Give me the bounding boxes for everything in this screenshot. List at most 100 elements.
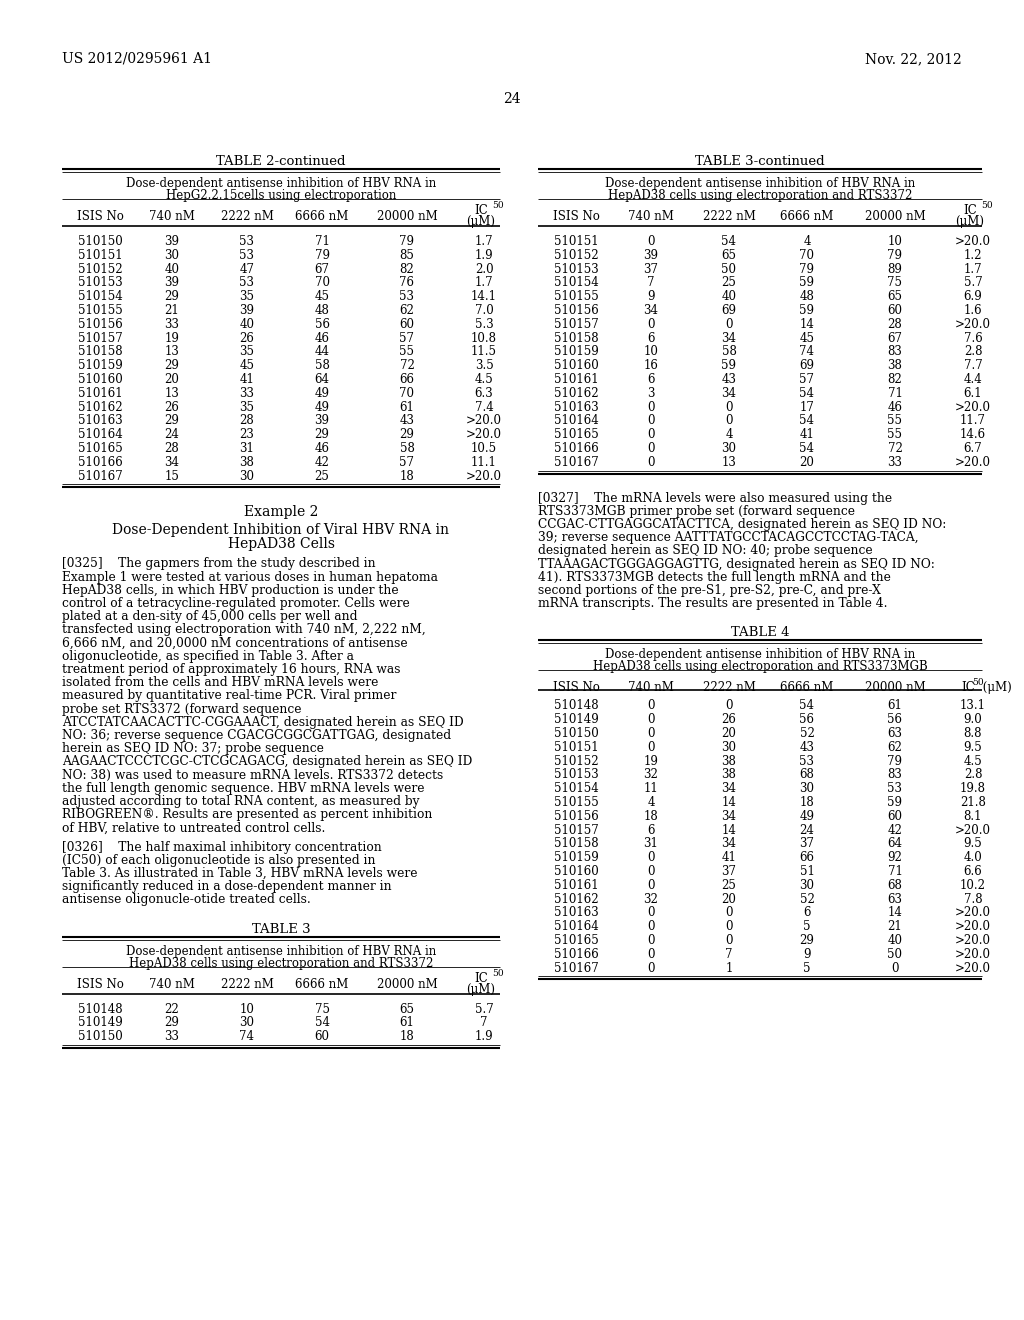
Text: 6.7: 6.7: [964, 442, 982, 455]
Text: 0: 0: [725, 907, 733, 920]
Text: 62: 62: [399, 304, 415, 317]
Text: 72: 72: [888, 442, 902, 455]
Text: HepAD38 cells, in which HBV production is under the: HepAD38 cells, in which HBV production i…: [62, 583, 398, 597]
Text: 54: 54: [314, 1016, 330, 1030]
Text: 72: 72: [399, 359, 415, 372]
Text: 0: 0: [647, 428, 654, 441]
Text: 35: 35: [240, 400, 255, 413]
Text: oligonucleotide, as specified in Table 3. After a: oligonucleotide, as specified in Table 3…: [62, 649, 354, 663]
Text: >20.0: >20.0: [955, 948, 991, 961]
Text: 30: 30: [722, 442, 736, 455]
Text: 40: 40: [240, 318, 255, 331]
Text: treatment period of approximately 16 hours, RNA was: treatment period of approximately 16 hou…: [62, 663, 400, 676]
Text: 57: 57: [399, 331, 415, 345]
Text: 0: 0: [647, 907, 654, 920]
Text: 510154: 510154: [554, 783, 598, 795]
Text: ATCCTATCAACACTTC-CGGAAACT, designated herein as SEQ ID: ATCCTATCAACACTTC-CGGAAACT, designated he…: [62, 715, 464, 729]
Text: 4: 4: [647, 796, 654, 809]
Text: 49: 49: [314, 400, 330, 413]
Text: 20000 nM: 20000 nM: [377, 210, 437, 223]
Text: 14.1: 14.1: [471, 290, 497, 304]
Text: 3: 3: [647, 387, 654, 400]
Text: 4.0: 4.0: [964, 851, 982, 865]
Text: 60: 60: [888, 304, 902, 317]
Text: 48: 48: [800, 290, 814, 304]
Text: >20.0: >20.0: [466, 470, 502, 483]
Text: 1.2: 1.2: [964, 248, 982, 261]
Text: 60: 60: [314, 1030, 330, 1043]
Text: 56: 56: [800, 713, 814, 726]
Text: 52: 52: [800, 892, 814, 906]
Text: 7.4: 7.4: [475, 400, 494, 413]
Text: 65: 65: [399, 1003, 415, 1015]
Text: 54: 54: [800, 700, 814, 713]
Text: 10: 10: [888, 235, 902, 248]
Text: 29: 29: [165, 414, 179, 428]
Text: 53: 53: [888, 783, 902, 795]
Text: 510157: 510157: [554, 824, 598, 837]
Text: HepAD38 cells using electroporation and RTS3373MGB: HepAD38 cells using electroporation and …: [593, 660, 928, 673]
Text: 59: 59: [888, 796, 902, 809]
Text: 510149: 510149: [78, 1016, 123, 1030]
Text: 510163: 510163: [554, 907, 598, 920]
Text: 50: 50: [888, 948, 902, 961]
Text: 0: 0: [647, 700, 654, 713]
Text: 9.0: 9.0: [964, 713, 982, 726]
Text: transfected using electroporation with 740 nM, 2,222 nM,: transfected using electroporation with 7…: [62, 623, 426, 636]
Text: 510160: 510160: [554, 359, 598, 372]
Text: 0: 0: [647, 935, 654, 946]
Text: of HBV, relative to untreated control cells.: of HBV, relative to untreated control ce…: [62, 821, 326, 834]
Text: 18: 18: [800, 796, 814, 809]
Text: 5: 5: [803, 920, 811, 933]
Text: 55: 55: [888, 414, 902, 428]
Text: HepAD38 cells using electroporation and RTS3372: HepAD38 cells using electroporation and …: [129, 957, 433, 970]
Text: 510156: 510156: [78, 318, 123, 331]
Text: 39: 39: [314, 414, 330, 428]
Text: NO: 38) was used to measure mRNA levels. RTS3372 detects: NO: 38) was used to measure mRNA levels.…: [62, 768, 443, 781]
Text: Nov. 22, 2012: Nov. 22, 2012: [865, 51, 962, 66]
Text: 70: 70: [314, 276, 330, 289]
Text: 45: 45: [240, 359, 255, 372]
Text: 30: 30: [240, 470, 255, 483]
Text: 63: 63: [888, 892, 902, 906]
Text: NO: 36; reverse sequence CGACGCGGCGATTGAG, designated: NO: 36; reverse sequence CGACGCGGCGATTGA…: [62, 729, 452, 742]
Text: 34: 34: [722, 387, 736, 400]
Text: 0: 0: [647, 851, 654, 865]
Text: 510165: 510165: [554, 428, 598, 441]
Text: 6.1: 6.1: [964, 387, 982, 400]
Text: 10.5: 10.5: [471, 442, 497, 455]
Text: 83: 83: [888, 768, 902, 781]
Text: 69: 69: [722, 304, 736, 317]
Text: 510157: 510157: [554, 318, 598, 331]
Text: 79: 79: [888, 755, 902, 768]
Text: 0: 0: [725, 318, 733, 331]
Text: 32: 32: [643, 768, 658, 781]
Text: 20: 20: [800, 455, 814, 469]
Text: herein as SEQ ID NO: 37; probe sequence: herein as SEQ ID NO: 37; probe sequence: [62, 742, 324, 755]
Text: 9.5: 9.5: [964, 837, 982, 850]
Text: IC: IC: [474, 205, 487, 216]
Text: Dose-dependent antisense inhibition of HBV RNA in: Dose-dependent antisense inhibition of H…: [126, 177, 436, 190]
Text: AAGAACTCCCTCGC-CTCGCAGACG, designated herein as SEQ ID: AAGAACTCCCTCGC-CTCGCAGACG, designated he…: [62, 755, 472, 768]
Text: 510150: 510150: [78, 1030, 123, 1043]
Text: 510151: 510151: [554, 741, 598, 754]
Text: 510167: 510167: [554, 455, 598, 469]
Text: 4: 4: [803, 235, 811, 248]
Text: 42: 42: [888, 824, 902, 837]
Text: 57: 57: [399, 455, 415, 469]
Text: 61: 61: [399, 400, 415, 413]
Text: 4.4: 4.4: [964, 374, 982, 385]
Text: 39: 39: [643, 248, 658, 261]
Text: 34: 34: [643, 304, 658, 317]
Text: 75: 75: [888, 276, 902, 289]
Text: 18: 18: [644, 809, 658, 822]
Text: 0: 0: [647, 865, 654, 878]
Text: 18: 18: [399, 470, 415, 483]
Text: 0: 0: [725, 400, 733, 413]
Text: TABLE 3: TABLE 3: [252, 923, 310, 936]
Text: 7.7: 7.7: [964, 359, 982, 372]
Text: 11.7: 11.7: [961, 414, 986, 428]
Text: (μM): (μM): [467, 215, 496, 228]
Text: 14: 14: [800, 318, 814, 331]
Text: 29: 29: [165, 1016, 179, 1030]
